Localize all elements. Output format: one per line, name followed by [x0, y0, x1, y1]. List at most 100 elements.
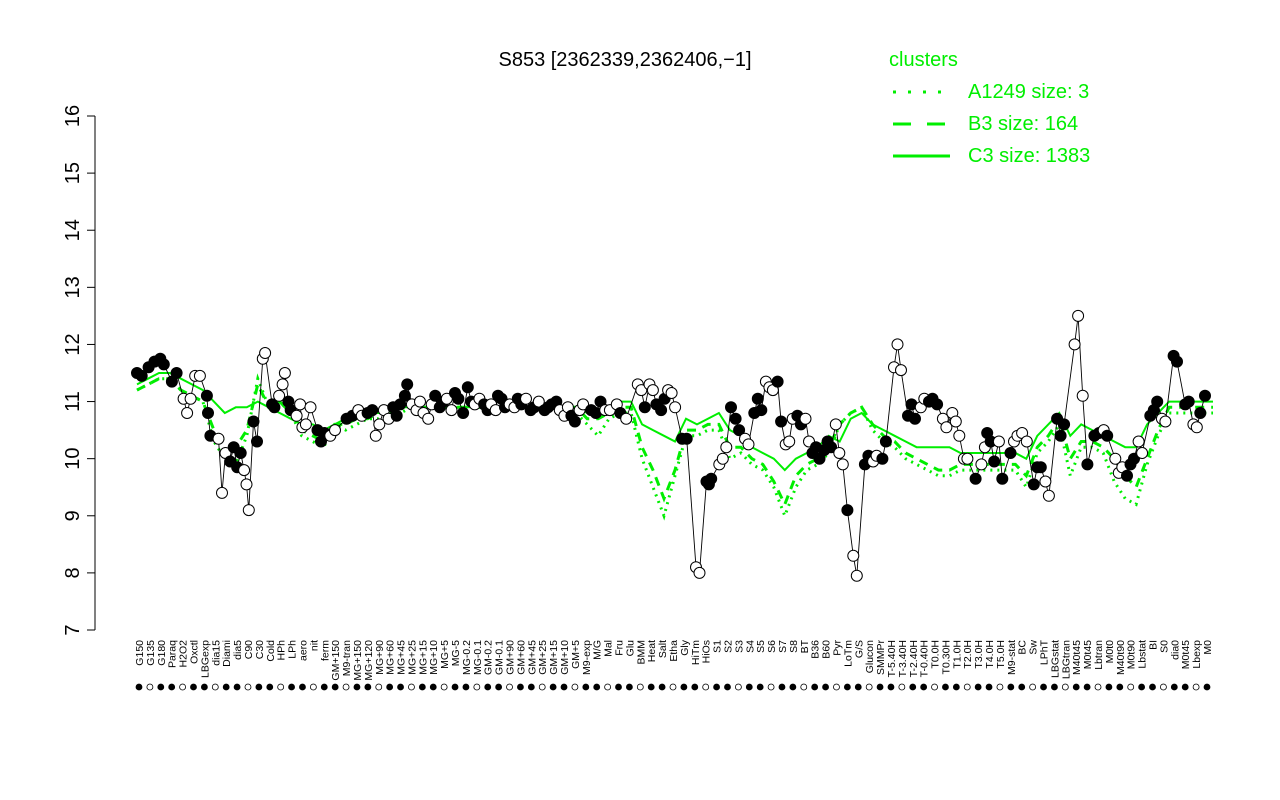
data-point [909, 412, 921, 425]
x-tick-marker [745, 683, 753, 691]
x-tick-label: GM+15 [548, 640, 560, 675]
x-tick-marker [484, 683, 492, 691]
x-tick-label: dia15 [210, 640, 222, 666]
x-tick-marker [418, 683, 426, 691]
data-point [457, 407, 470, 419]
data-point [234, 447, 247, 459]
x-tick-marker [702, 683, 710, 691]
data-point [1159, 415, 1172, 428]
x-tick-marker [909, 683, 917, 691]
x-tick-marker [375, 683, 383, 691]
x-tick-marker [582, 683, 590, 691]
x-tick-label: Lbstat [1137, 640, 1149, 669]
x-tick-marker [647, 683, 655, 691]
x-tick-marker [233, 683, 241, 691]
x-tick-marker [1029, 683, 1037, 691]
data-point [202, 407, 214, 419]
data-point [620, 412, 633, 425]
x-tick-marker [1083, 683, 1091, 691]
series-line-solid [136, 372, 1213, 472]
x-tick-label: BT [799, 639, 811, 653]
x-tick-label: M9-stat [1006, 640, 1018, 675]
x-tick-label: GM+90 [505, 640, 517, 675]
x-tick-marker [408, 683, 415, 691]
data-point [135, 369, 148, 382]
data-point [369, 429, 382, 442]
x-tick-label: MG+45 [396, 640, 408, 675]
x-tick-marker [538, 683, 546, 691]
x-tick-marker [898, 683, 906, 691]
x-tick-label: aero [297, 640, 309, 661]
x-tick-marker [1072, 683, 1080, 691]
x-tick-marker [1105, 683, 1113, 691]
data-point [833, 447, 846, 459]
x-tick-label: S4 [744, 640, 756, 653]
x-tick-label: T0.0H [930, 640, 942, 669]
x-tick-marker [615, 683, 622, 691]
data-point [452, 392, 465, 405]
x-tick-marker [691, 683, 699, 691]
x-tick-label: T-0.40H [919, 640, 931, 677]
chart-title: S853 [2362339,2362406,−1] [498, 49, 751, 71]
x-tick-marker [527, 683, 535, 691]
x-tick-label: S7 [777, 640, 789, 653]
data-point [1039, 475, 1052, 488]
x-tick-marker [942, 683, 949, 691]
x-tick-label: Lbexp [1191, 640, 1203, 669]
x-tick-label: ferm [319, 640, 331, 661]
x-tick-marker [1007, 683, 1015, 691]
x-tick-label: LoTm [842, 640, 854, 667]
x-tick-label: T3.0H [973, 640, 985, 669]
x-tick-marker [495, 683, 503, 691]
x-tick-marker [1116, 683, 1124, 691]
x-tick-label: Salt [657, 640, 669, 658]
data-point [996, 472, 1009, 485]
x-tick-marker [1051, 683, 1058, 691]
data-point [520, 392, 532, 405]
x-tick-label: LPhT [1039, 639, 1051, 665]
x-tick-marker [190, 683, 197, 691]
x-tick-marker [843, 683, 851, 691]
x-tick-marker [211, 683, 219, 691]
data-point [247, 415, 260, 428]
x-tick-marker [331, 683, 339, 691]
data-point [242, 504, 255, 517]
data-point [373, 418, 386, 431]
x-tick-marker [985, 683, 993, 691]
x-tick-label: MG-5 [450, 640, 462, 666]
x-tick-marker [876, 683, 884, 691]
data-point [725, 401, 737, 414]
x-tick-marker [146, 683, 154, 691]
x-tick-label: MG+5 [439, 640, 451, 669]
data-point [184, 392, 197, 405]
x-tick-label: M40t90 [1115, 640, 1127, 675]
x-tick-label: T4.0H [984, 640, 996, 669]
x-tick-marker [669, 683, 677, 691]
legend: clusters A1249 size: 3 B3 size: 164 C3 siz… [889, 49, 1090, 167]
data-point [251, 435, 263, 448]
data-point [240, 478, 253, 491]
data-point [329, 424, 341, 437]
x-tick-label: T-5.40H [886, 640, 898, 677]
x-tick-label: S5 [755, 640, 767, 653]
data-point [961, 452, 974, 465]
x-tick-label: Mal [603, 640, 615, 657]
x-tick-label: LPh [287, 640, 299, 659]
x-tick-label: LBGexp [199, 640, 211, 678]
data-point [879, 435, 892, 448]
data-point [1109, 452, 1122, 465]
data-point [1136, 447, 1149, 459]
x-tick-label: G180 [156, 640, 168, 666]
data-point [568, 415, 581, 428]
x-tick-label: MG-0.2 [461, 640, 473, 675]
x-tick-label: B60 [821, 640, 833, 659]
x-tick-label: GM+60 [515, 640, 527, 675]
x-tick-marker [320, 683, 328, 691]
x-tick-marker [822, 683, 829, 691]
x-tick-label: S1 [712, 640, 724, 653]
x-tick-marker [560, 683, 568, 691]
data-point [181, 407, 194, 419]
x-tick-marker [451, 683, 459, 691]
x-tick-label: GM+150 [330, 640, 342, 681]
